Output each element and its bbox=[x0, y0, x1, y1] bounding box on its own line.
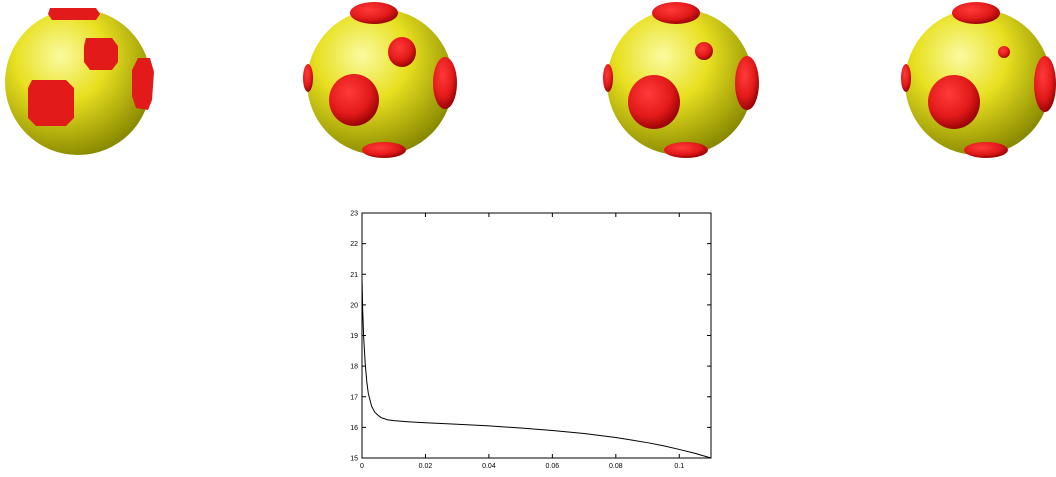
x-tick-label: 0 bbox=[360, 463, 364, 470]
x-tick-label: 0.1 bbox=[674, 463, 684, 470]
patch bbox=[735, 56, 759, 110]
y-tick-label: 15 bbox=[350, 456, 358, 463]
patch bbox=[998, 46, 1010, 58]
patch bbox=[433, 57, 457, 109]
patch bbox=[48, 8, 100, 20]
y-tick-label: 16 bbox=[350, 425, 358, 432]
patch bbox=[952, 2, 1000, 24]
patch bbox=[350, 2, 398, 24]
patch bbox=[652, 2, 700, 24]
x-tick-label: 0.02 bbox=[419, 463, 433, 470]
x-tick-label: 0.06 bbox=[546, 463, 560, 470]
data-series-line bbox=[361, 277, 712, 459]
sphere-with-patches-icon bbox=[901, 2, 1056, 158]
sphere-body bbox=[905, 9, 1051, 155]
plot-frame bbox=[361, 212, 712, 459]
x-tick-label: 0.04 bbox=[482, 463, 496, 470]
y-tick-label: 19 bbox=[350, 333, 358, 340]
patch bbox=[28, 80, 74, 126]
sphere-body bbox=[5, 9, 151, 155]
patch bbox=[664, 142, 708, 158]
sphere-body bbox=[307, 9, 453, 155]
patch bbox=[964, 142, 1008, 158]
y-tick-label: 22 bbox=[350, 241, 358, 248]
sphere-figure-1 bbox=[0, 0, 160, 165]
y-tick-label: 21 bbox=[350, 272, 358, 279]
sphere-body bbox=[607, 9, 753, 155]
patch bbox=[303, 64, 313, 92]
chart-svg: 15 16 17 18 19 20 21 22 23 0 0.02 0.04 0.06 0.08 0.1 bbox=[350, 211, 712, 471]
tick-labels-layer: 15 16 17 18 19 20 21 22 23 0 0.02 0.04 0.06 0.08 0.1 bbox=[350, 211, 684, 471]
y-tick-label: 20 bbox=[350, 302, 358, 309]
patch bbox=[928, 75, 980, 129]
sphere-figure-3 bbox=[602, 0, 762, 165]
patch bbox=[1034, 56, 1056, 112]
patch bbox=[628, 75, 680, 129]
y-tick-label: 18 bbox=[350, 364, 358, 371]
sphere-with-patches-icon bbox=[303, 2, 457, 158]
sphere-figure-4 bbox=[900, 0, 1056, 165]
ticks-layer bbox=[361, 212, 711, 459]
patch bbox=[329, 74, 379, 126]
line-chart: 15 16 17 18 19 20 21 22 23 0 0.02 0.04 0.06 0.08 0.1 bbox=[330, 200, 730, 477]
y-tick-label: 23 bbox=[350, 211, 358, 218]
y-tick-label: 17 bbox=[350, 394, 358, 401]
x-tick-label: 0.08 bbox=[609, 463, 623, 470]
sphere-figure-2 bbox=[302, 0, 462, 165]
patch bbox=[695, 42, 713, 60]
patch bbox=[901, 64, 911, 92]
patch bbox=[388, 37, 416, 67]
patch bbox=[84, 38, 118, 70]
patch bbox=[603, 64, 613, 92]
sphere-with-patches-icon bbox=[5, 8, 154, 155]
sphere-with-patches-icon bbox=[603, 2, 759, 158]
patch bbox=[362, 142, 406, 158]
patch bbox=[132, 58, 154, 110]
